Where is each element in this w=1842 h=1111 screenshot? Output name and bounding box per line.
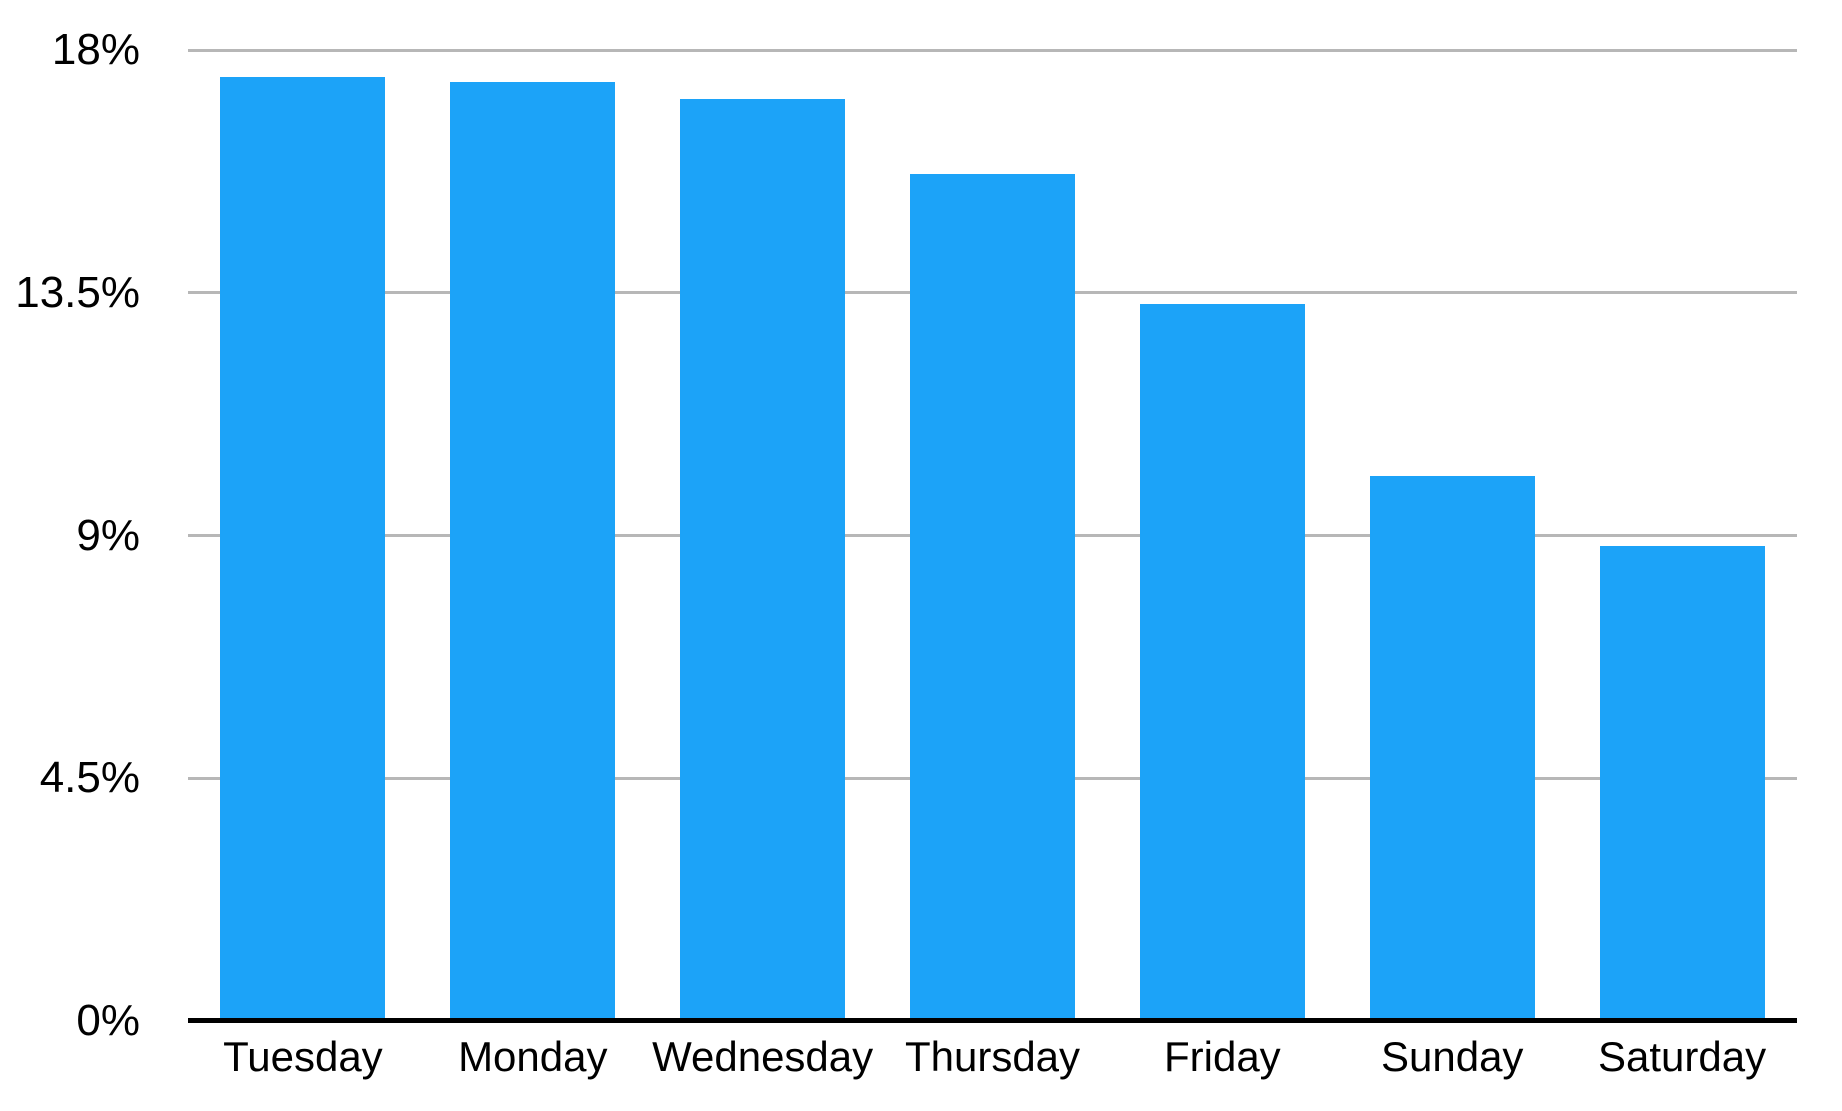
gridline bbox=[188, 48, 1797, 52]
x-tick-label-sunday: Sunday bbox=[1380, 1033, 1524, 1080]
y-tick-label: 13.5% bbox=[15, 267, 140, 317]
x-tick-label-thursday: Thursday bbox=[904, 1033, 1081, 1080]
y-tick-label: 18% bbox=[51, 25, 140, 74]
bar-wednesday bbox=[680, 98, 846, 1021]
x-tick-label-saturday: Saturday bbox=[1598, 1033, 1767, 1080]
x-axis-line bbox=[188, 1018, 1797, 1023]
bar-friday bbox=[1139, 303, 1305, 1021]
bar-thursday bbox=[910, 174, 1075, 1021]
y-tick-label: 9% bbox=[76, 510, 140, 560]
x-tick-label-wednesday: Wednesday bbox=[652, 1033, 874, 1080]
bar-sunday bbox=[1369, 476, 1535, 1021]
bar-monday bbox=[450, 82, 616, 1021]
bar-tuesday bbox=[220, 76, 386, 1021]
y-tick-label: 4.5% bbox=[39, 753, 140, 803]
plot-area bbox=[188, 48, 1797, 1021]
bar-saturday bbox=[1599, 546, 1765, 1021]
x-tick-label-friday: Friday bbox=[1163, 1033, 1281, 1080]
x-tick-label-tuesday: Tuesday bbox=[223, 1033, 383, 1080]
y-tick-label: 0% bbox=[76, 996, 140, 1045]
x-tick-label-monday: Monday bbox=[458, 1033, 608, 1080]
